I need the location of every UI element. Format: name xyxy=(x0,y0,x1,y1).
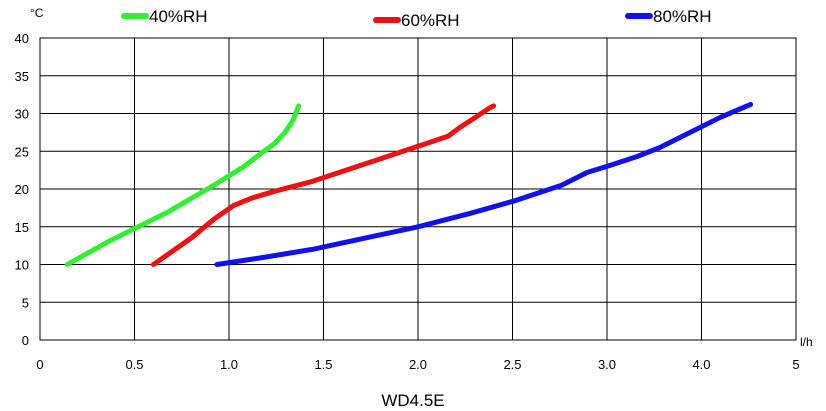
legend-label: 80%RH xyxy=(653,7,712,26)
y-tick-label: 20 xyxy=(15,182,29,197)
series-layer xyxy=(64,101,754,267)
y-tick-label: 35 xyxy=(15,69,29,84)
legend-label: 40%RH xyxy=(149,7,208,26)
x-tick-label: 4.0 xyxy=(692,357,710,372)
grid-lines xyxy=(40,38,796,340)
x-tick-label: 0 xyxy=(36,357,43,372)
series-line-80-rh xyxy=(214,101,754,267)
y-tick-label: 0 xyxy=(22,333,29,348)
y-tick-label: 5 xyxy=(22,295,29,310)
y-axis-unit: °C xyxy=(30,6,44,20)
plot-frame xyxy=(39,37,797,341)
x-tick-label: 3.0 xyxy=(598,357,616,372)
y-tick-label: 25 xyxy=(15,144,29,159)
y-tick-label: 40 xyxy=(15,31,29,46)
legend-label: 60%RH xyxy=(401,11,460,30)
x-tick-label: 1.5 xyxy=(314,357,332,372)
x-tick-label: 0.5 xyxy=(125,357,143,372)
x-tick-label: 2.0 xyxy=(409,357,427,372)
x-tick-label: 5 xyxy=(792,357,799,372)
series-line-40-rh xyxy=(64,103,302,267)
x-tick-label: 1.0 xyxy=(220,357,238,372)
series-line-60-rh xyxy=(150,103,497,267)
y-tick-label: 15 xyxy=(15,220,29,235)
y-tick-label: 30 xyxy=(15,107,29,122)
x-axis-unit: l/h xyxy=(800,335,813,349)
y-axis-ticks: 0 5 10 15 20 25 30 35 40 xyxy=(15,31,29,348)
y-tick-label: 10 xyxy=(15,258,29,273)
x-axis-ticks: 0 0.5 1.0 1.5 2.0 2.5 3.0 4.0 5 xyxy=(36,357,799,372)
legend: 40%RH 60%RH 80%RH xyxy=(121,7,712,30)
x-tick-label: 2.5 xyxy=(503,357,521,372)
chart-title: WD4.5E xyxy=(381,391,444,410)
